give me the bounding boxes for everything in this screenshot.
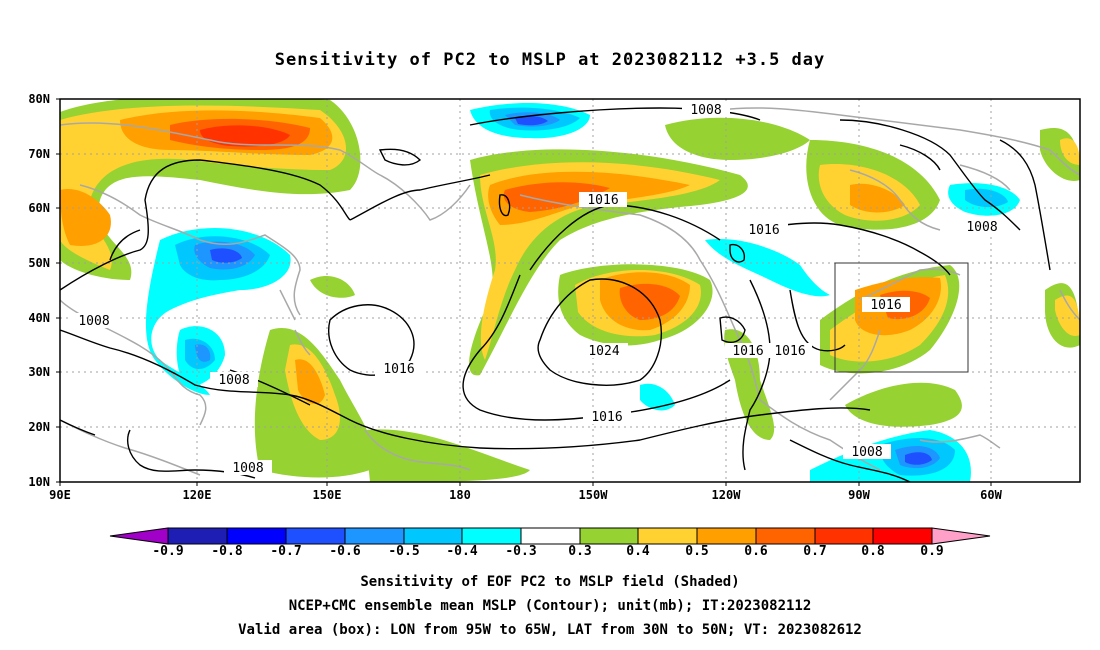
colorbar-swatch [226,527,287,545]
lat-label: 40N [28,311,50,325]
contour-label: 1016 [383,362,414,377]
lon-label: 90E [49,488,71,502]
lon-label: 120E [182,488,212,502]
colorbar-label: 0.7 [803,544,827,559]
contour-label: 1016 [774,344,805,359]
lon-label: 60W [980,488,1002,502]
colorbar-label: 0.9 [920,544,944,559]
contour-label: 1024 [588,344,619,359]
colorbar-swatch [579,527,639,545]
plot-frame [59,98,1081,483]
caption-line-3: Valid area (box): LON from 95W to 65W, L… [238,622,862,638]
lat-label: 70N [28,147,50,161]
lat-label: 80N [28,92,50,106]
colorbar-swatch [520,527,581,545]
lon-label: 150E [312,488,342,502]
valid-area-box [834,262,969,373]
colorbar-label: 0.4 [626,544,650,559]
colorbar [109,527,991,545]
colorbar-label: -0.3 [505,544,537,559]
colorbar-label: 0.5 [685,544,709,559]
colorbar-swatch [285,527,346,545]
colorbar-label: -0.4 [446,544,478,559]
colorbar-swatch [461,527,522,545]
colorbar-label: 0.6 [744,544,768,559]
contour-label: 1016 [587,193,618,208]
colorbar-swatch [814,527,874,545]
contour-label: 1016 [870,298,901,313]
colorbar-swatch [637,527,698,545]
colorbar-label: -0.9 [152,544,184,559]
contour-label: 1008 [232,461,263,476]
caption-line-1: Sensitivity of EOF PC2 to MSLP field (Sh… [360,574,740,590]
contour-label: 1016 [748,223,779,238]
shading-red [200,125,290,147]
lat-label: 20N [28,420,50,434]
colorbar-swatch [167,527,228,545]
lat-label: 60N [28,201,50,215]
lat-label: 50N [28,256,50,270]
colorbar-label: 0.8 [861,544,885,559]
colorbar-swatch [696,527,757,545]
colorbar-label: -0.6 [329,544,361,559]
contour-label: 1008 [851,445,882,460]
contour-label: 1008 [966,220,997,235]
colorbar-swatch [755,527,816,545]
colorbar-upper-arrow [931,527,991,545]
lat-label: 10N [28,475,50,489]
contour-label: 1008 [690,103,721,118]
colorbar-swatch [403,527,463,545]
lon-label: 120W [711,488,741,502]
colorbar-label: 0.3 [568,544,592,559]
contour-label: 1008 [218,373,249,388]
lat-label: 30N [28,365,50,379]
colorbar-lower-arrow [109,527,169,545]
colorbar-swatch [872,527,933,545]
contour-labels: 1008 1008 1008 1008 1008 1008 1016 1016 … [70,102,1006,476]
colorbar-label: -0.5 [388,544,420,559]
contour-label: 1016 [591,410,622,425]
map-title: Sensitivity of PC2 to MSLP at 2023082112… [274,50,826,70]
contour-label: 1016 [732,344,763,359]
lon-label: 150W [578,488,608,502]
colorbar-swatch [344,527,405,545]
lon-label: 90W [848,488,870,502]
caption-line-2: NCEP+CMC ensemble mean MSLP (Contour); u… [288,598,812,614]
tick-marks [56,98,992,486]
colorbar-label: -0.8 [211,544,243,559]
lon-label: 180 [449,488,471,502]
contour-label: 1008 [78,314,109,329]
shading-deep-blue [210,115,932,465]
colorbar-label: -0.7 [270,544,302,559]
